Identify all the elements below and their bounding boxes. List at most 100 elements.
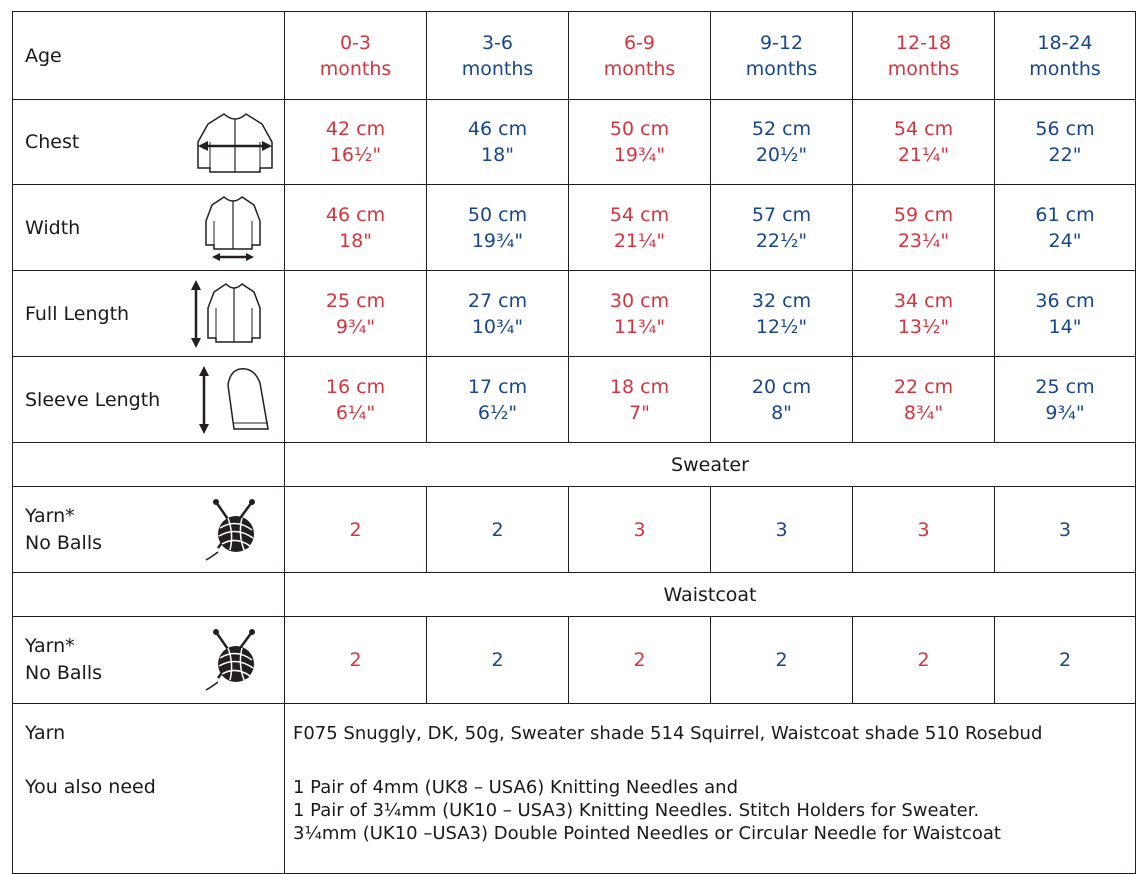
no-balls-label: No Balls <box>25 662 103 684</box>
sweater-section-title: Sweater <box>284 442 1136 487</box>
waistcoat-balls-value: 2 <box>994 616 1136 704</box>
imperial-value: 10¾" <box>471 315 524 338</box>
metric-value: 46 cm <box>467 118 528 140</box>
sweater-section-row: Sweater <box>12 442 1136 487</box>
size-header: 18-24 months <box>994 11 1136 100</box>
size-unit: months <box>887 57 960 80</box>
imperial-value: 21¼" <box>613 229 666 252</box>
metric-value: 42 cm <box>325 118 386 140</box>
size-header: 12-18 months <box>852 11 995 100</box>
also-need-line: 1 Pair of 4mm (UK8 – USA6) Knitting Need… <box>293 777 738 798</box>
sweater-yarn-row: Yarn* No Balls 2 2 3 3 3 3 <box>12 486 1136 573</box>
metric-value: 22 cm <box>893 375 954 398</box>
size-unit: months <box>461 57 534 80</box>
imperial-value: 11¾" <box>613 315 666 338</box>
materials-content-cell: F075 Snuggly, DK, 50g, Sweater shade 514… <box>284 703 1136 874</box>
full-length-value: 32 cm 12½" <box>710 270 853 357</box>
metric-value: 56 cm <box>1035 118 1095 140</box>
imperial-value: 6¼" <box>335 401 376 424</box>
materials-label-cell: Yarn You also need <box>12 703 285 874</box>
imperial-value: 23¼" <box>897 229 950 252</box>
width-measure-icon <box>205 195 261 261</box>
metric-value: 50 cm <box>467 203 528 226</box>
width-label-cell: Width <box>12 184 285 271</box>
sleeve-length-label: Sleeve Length <box>25 388 161 411</box>
waistcoat-balls-value: 2 <box>710 616 853 704</box>
yarn-label: Yarn* <box>25 504 75 527</box>
yarn-ball-icon <box>205 629 255 691</box>
sleeve-length-value: 22 cm 8¾" <box>852 356 995 443</box>
sleeve-measure-icon <box>199 365 269 434</box>
waistcoat-section-title: Waistcoat <box>284 572 1136 617</box>
imperial-value: 14" <box>1048 315 1082 338</box>
metric-value: 16 cm <box>325 375 386 398</box>
also-need-label: You also need <box>25 776 156 798</box>
sweater-balls-value: 2 <box>426 486 569 573</box>
yarn-label: Yarn* <box>25 635 75 657</box>
size-unit: months <box>603 57 676 80</box>
imperial-value: 6½" <box>477 401 518 424</box>
waistcoat-balls-value: 2 <box>568 616 711 704</box>
size-unit: months <box>1029 57 1101 80</box>
full-length-value: 27 cm 10¾" <box>426 270 569 357</box>
metric-value: 18 cm <box>609 375 670 398</box>
imperial-value: 8¾" <box>903 401 944 424</box>
sleeve-length-row: Sleeve Length 16 cm 6¼" 17 cm 6½" 18 cm 7" … <box>12 356 1136 443</box>
waistcoat-balls-value: 2 <box>852 616 995 704</box>
metric-value: 34 cm <box>893 289 954 312</box>
full-length-value: 30 cm 11¾" <box>568 270 711 357</box>
size-chart-table: Age 0-3 months 3-6 months 6-9 months 9-12 mo… <box>12 11 1136 874</box>
waistcoat-balls-value: 2 <box>284 616 427 704</box>
imperial-value: 24" <box>1048 229 1082 252</box>
width-value: 54 cm 21¼" <box>568 184 711 271</box>
imperial-value: 9¾" <box>335 315 376 338</box>
sweater-balls-value: 3 <box>994 486 1136 573</box>
sleeve-length-value: 16 cm 6¼" <box>284 356 427 443</box>
length-measure-icon <box>191 279 261 348</box>
imperial-value: 22½" <box>755 229 808 252</box>
full-length-value: 34 cm 13½" <box>852 270 995 357</box>
metric-value: 25 cm <box>1035 375 1095 398</box>
imperial-value: 13½" <box>897 315 950 338</box>
width-row: Width 46 cm 18" 50 cm 19¾" 54 cm 21¼" 57 cm… <box>12 184 1136 271</box>
chest-label: Chest <box>25 131 80 153</box>
imperial-value: 16½" <box>329 144 382 166</box>
sleeve-length-value: 25 cm 9¾" <box>994 356 1136 443</box>
sleeve-length-value: 18 cm 7" <box>568 356 711 443</box>
size-header: 0-3 months <box>284 11 427 100</box>
size-range: 18-24 <box>1037 31 1093 54</box>
sweater-balls-value: 3 <box>568 486 711 573</box>
sweater-section-blank <box>12 442 285 487</box>
also-need-line: 1 Pair of 3¼mm (UK10 – USA3) Knitting Ne… <box>293 800 980 821</box>
size-unit: months <box>745 57 818 80</box>
age-label: Age <box>12 11 285 100</box>
metric-value: 30 cm <box>609 289 670 312</box>
metric-value: 54 cm <box>893 118 954 140</box>
size-header: 6-9 months <box>568 11 711 100</box>
size-unit: months <box>319 57 392 80</box>
waistcoat-yarn-row: Yarn* No Balls 2 2 2 2 2 2 <box>12 616 1136 704</box>
width-value: 59 cm 23¼" <box>852 184 995 271</box>
full-length-row: Full Length 25 cm 9¾" 27 cm 10¾" 30 cm 11¾"… <box>12 270 1136 357</box>
sweater-yarn-label-cell: Yarn* No Balls <box>12 486 285 573</box>
chest-value: 56 cm 22" <box>994 99 1136 185</box>
age-row: Age 0-3 months 3-6 months 6-9 months 9-12 mo… <box>12 11 1136 100</box>
sleeve-length-label-cell: Sleeve Length <box>12 356 285 443</box>
sleeve-length-value: 20 cm 8" <box>710 356 853 443</box>
metric-value: 57 cm <box>751 203 812 226</box>
imperial-value: 19¾" <box>471 229 524 252</box>
sleeve-length-value: 17 cm 6½" <box>426 356 569 443</box>
imperial-value: 9¾" <box>1045 401 1085 424</box>
chest-measure-icon <box>197 113 273 173</box>
chest-label-cell: Chest <box>12 99 285 185</box>
full-length-value: 36 cm 14" <box>994 270 1136 357</box>
waistcoat-yarn-label-cell: Yarn* No Balls <box>12 616 285 704</box>
yarn-ball-icon <box>205 498 255 561</box>
width-value: 57 cm 22½" <box>710 184 853 271</box>
width-value: 50 cm 19¾" <box>426 184 569 271</box>
waistcoat-section-blank <box>12 572 285 617</box>
size-range: 6-9 <box>623 31 656 54</box>
imperial-value: 20½" <box>755 144 808 166</box>
metric-value: 25 cm <box>325 289 386 312</box>
imperial-value: 19¾" <box>613 144 666 166</box>
